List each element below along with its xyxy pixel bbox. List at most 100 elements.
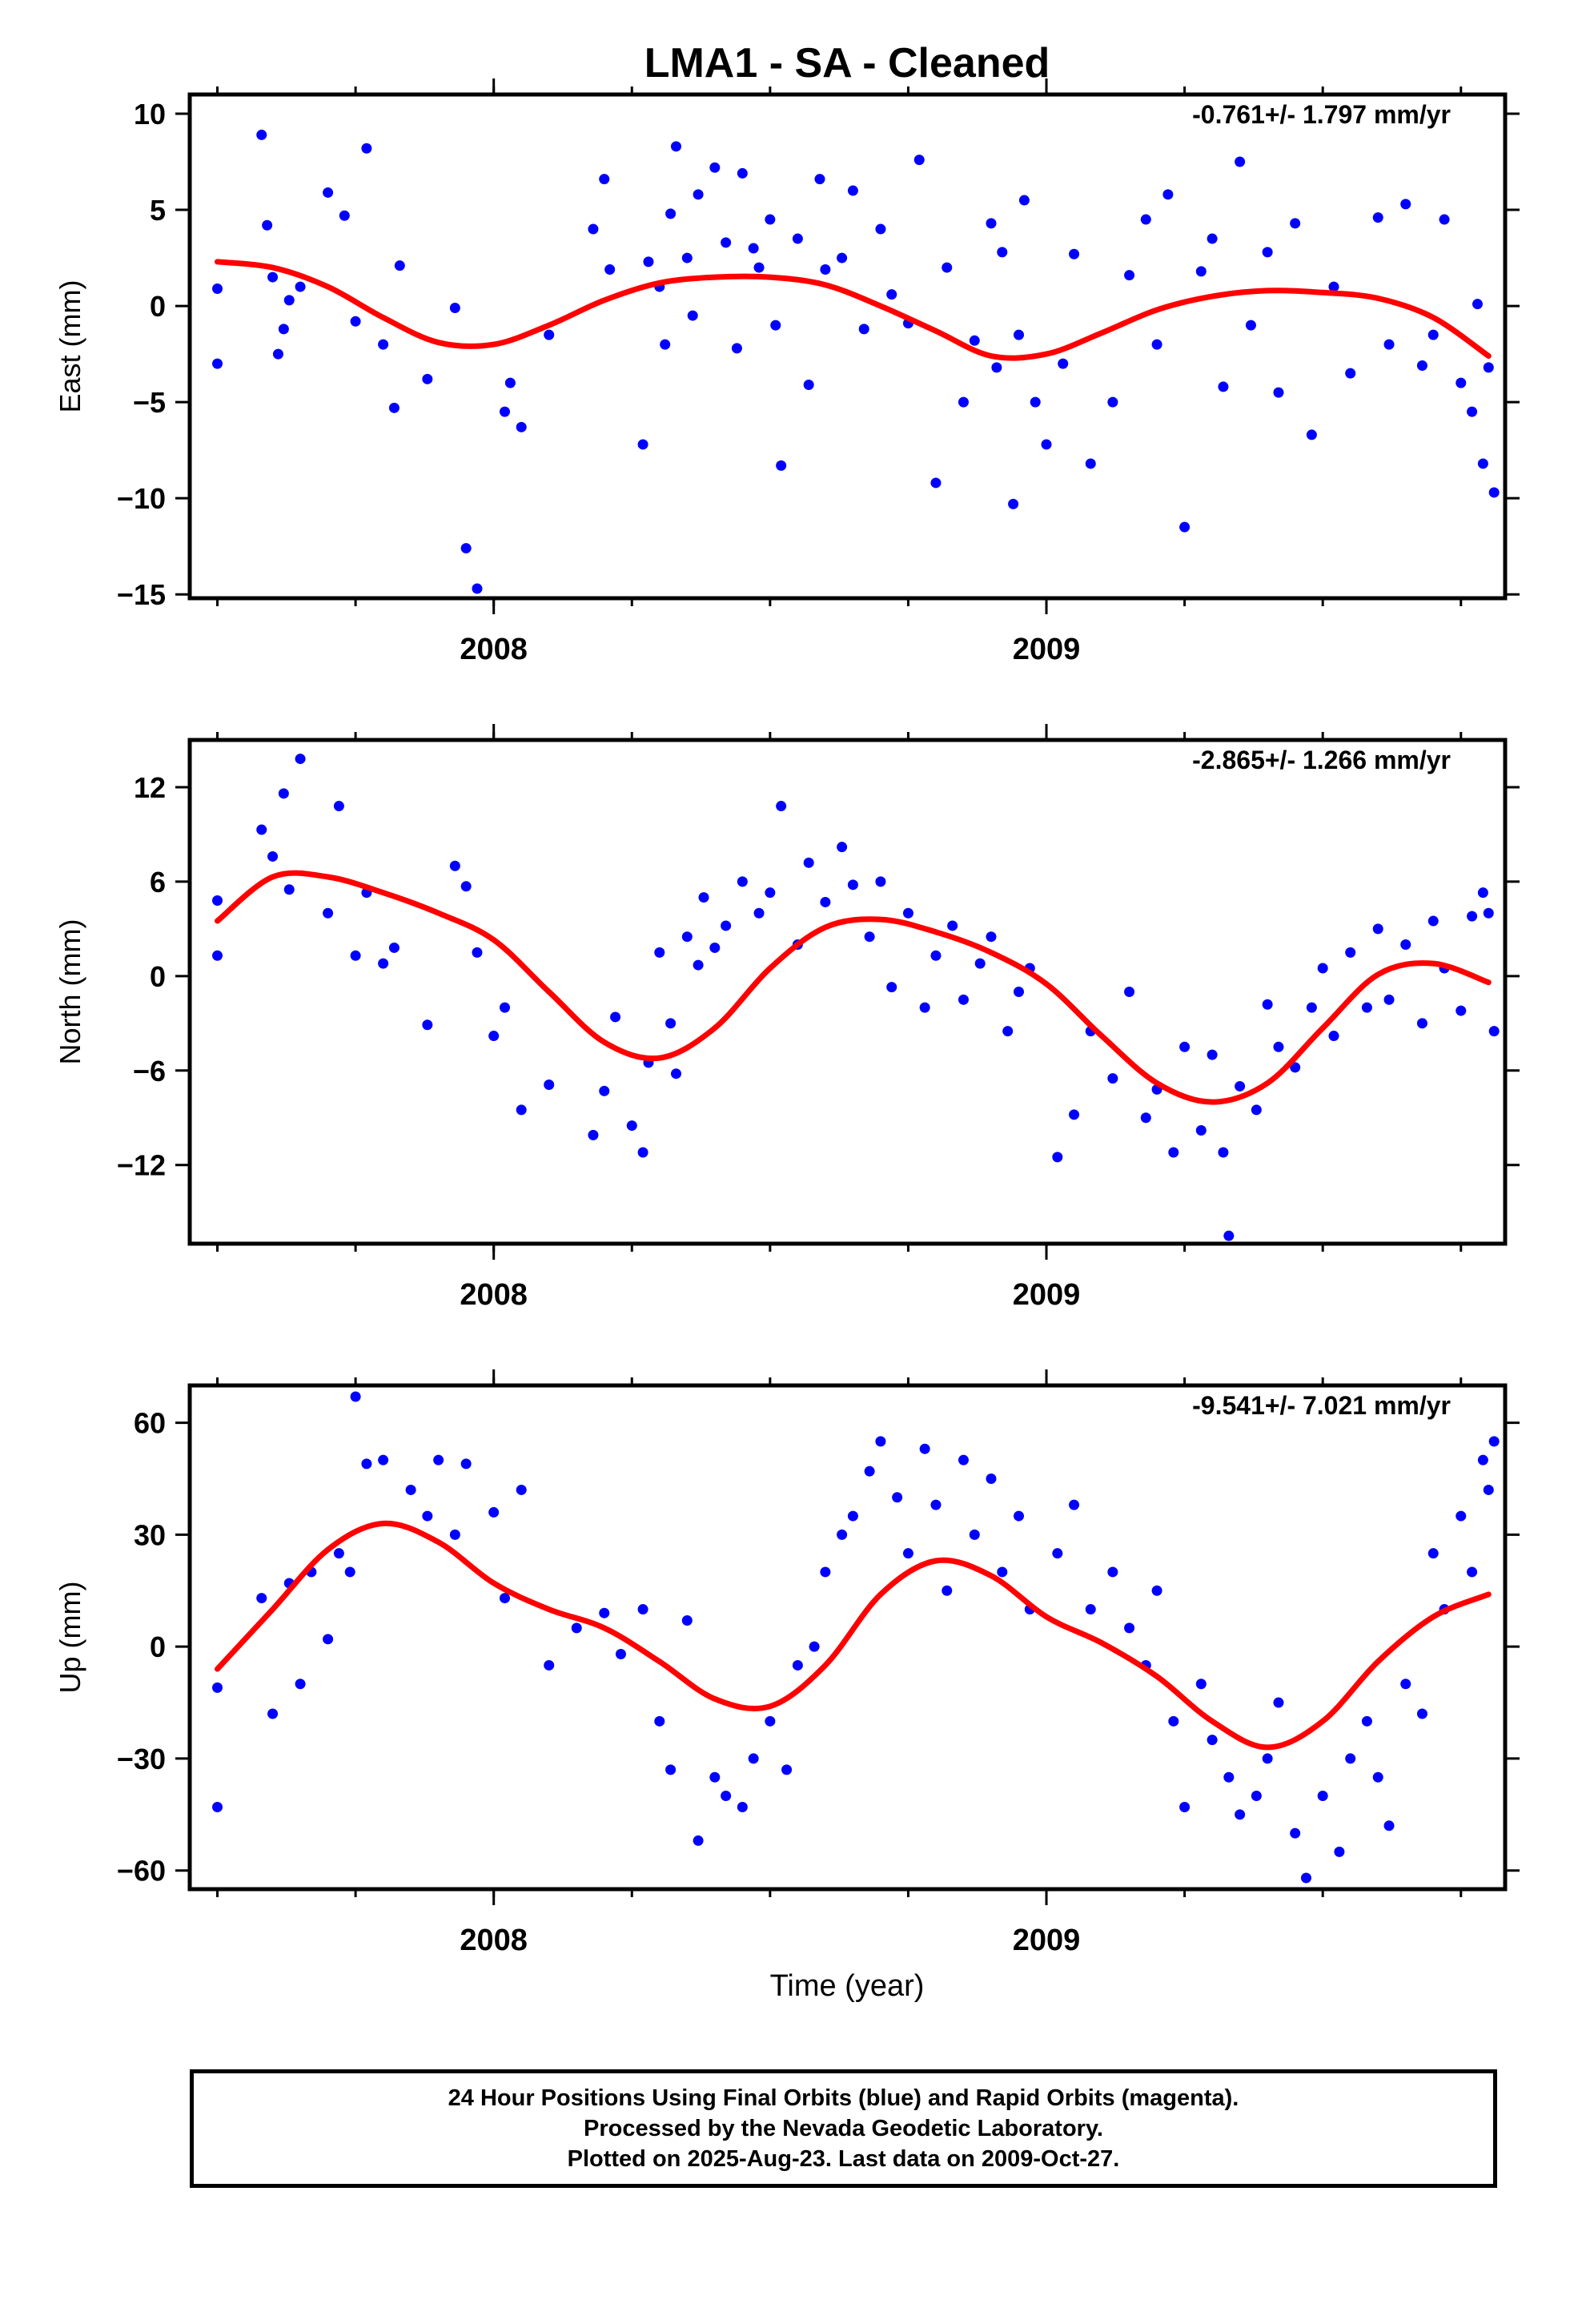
data-point [820,263,831,275]
data-point [212,283,223,294]
x-tick-label: 2008 [460,633,528,666]
data-point [864,931,875,943]
y-tick-label: 30 [134,1518,166,1551]
data-point [472,947,483,958]
data-point [1383,1820,1395,1831]
data-point [930,477,942,489]
data-point [499,1593,510,1604]
figure-title: LMA1 - SA - Cleaned [644,40,1050,86]
data-point [1140,214,1151,225]
rate-annotation: -2.865+/- 1.266 mm/yr [1192,746,1451,774]
data-point [1427,915,1439,927]
data-point [388,942,400,953]
data-point [1235,156,1246,167]
data-point [1472,299,1483,310]
data-point [1124,987,1135,997]
data-point [323,907,334,919]
data-point [1273,387,1284,398]
data-point [753,907,765,919]
data-point [1218,381,1229,392]
data-point [902,907,913,919]
x-tick-label: 2009 [1013,633,1081,666]
data-point [1456,377,1467,388]
data-point [1334,1846,1345,1857]
x-axis-label: Time (year) [770,1969,925,2003]
data-point [670,141,681,152]
data-point [698,892,709,903]
data-point [858,324,869,335]
data-point [765,887,776,899]
data-point [637,1147,648,1158]
data-point [599,1085,610,1096]
data-point [1002,1026,1014,1037]
data-point [776,460,787,471]
data-point [1317,1791,1328,1802]
data-point [1107,1566,1118,1578]
data-point [588,1129,599,1140]
panel-north: 2008 2009 12 6 0 −6 −12 North (mm) -2.865+/- 1.2… [54,724,1520,1312]
data-point [1488,487,1500,498]
panels: 2008 2009 10 5 0 −5 −10 −15 East (mm) -0.761+/- 1… [54,78,1520,1957]
data-point [1014,1510,1025,1522]
data-point [1014,987,1025,997]
fit-curve [215,1520,1492,1751]
y-axis-label: East (mm) [54,280,86,413]
y-tick-label: 60 [134,1407,166,1440]
y-tick-label: 6 [150,866,166,899]
data-point [212,1682,223,1693]
plot-frame [187,1383,1508,1892]
data-point [820,1566,831,1578]
y-tick-label: −5 [133,386,166,419]
data-point [803,380,814,391]
data-point [267,1708,279,1719]
data-point [1488,1436,1500,1447]
data-point [449,860,460,871]
data-point [1416,360,1427,372]
data-point [837,252,848,263]
data-point [212,358,223,369]
data-point [687,310,698,321]
y-tick-label: −6 [133,1055,166,1088]
data-point [1058,358,1069,369]
data-point [637,1604,648,1615]
data-point [604,263,616,275]
data-point [1207,1735,1218,1746]
data-point [1328,281,1339,292]
data-point [1052,1548,1063,1559]
data-point [1345,947,1356,958]
data-point [913,155,925,166]
data-point [1018,195,1030,206]
data-point [986,931,997,943]
data-point [344,1566,355,1578]
y-axis-label: North (mm) [54,919,86,1065]
data-point [1124,270,1135,281]
data-point [837,1529,848,1540]
data-point [1290,1062,1301,1073]
data-point [350,1391,361,1402]
data-point [1483,907,1494,919]
y-tick-label: 0 [150,960,166,993]
data-point [1107,396,1118,408]
footer-caption-box: 24 Hour Positions Using Final Orbits (bl… [190,2069,1497,2188]
data-point [350,316,361,327]
y-tick-label: 10 [134,98,166,131]
data-point [765,214,776,225]
data-point [295,1679,306,1690]
data-point [449,302,460,313]
data-point [1477,1454,1488,1466]
plot-frame [187,92,1508,601]
data-point [1345,368,1356,379]
data-point [626,1120,637,1132]
data-point [1483,362,1494,373]
data-point [958,1454,969,1466]
data-point [942,262,953,273]
data-point [1477,887,1488,899]
data-point [693,189,704,200]
data-point [1168,1147,1179,1158]
data-point [295,754,306,765]
data-point [753,262,765,273]
data-point [919,1443,930,1454]
data-point [902,1548,913,1559]
plot-area [212,1391,1500,1884]
data-point [748,243,759,254]
